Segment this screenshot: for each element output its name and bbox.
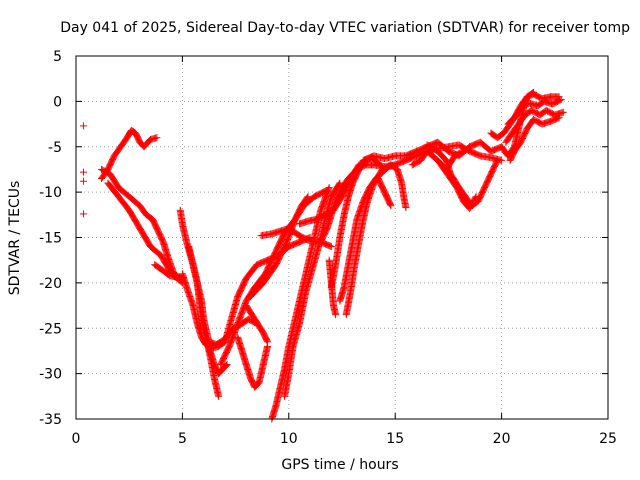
data-point bbox=[263, 337, 271, 345]
y-tick-label: -35 bbox=[39, 412, 62, 428]
y-tick-label: 0 bbox=[53, 94, 62, 110]
x-axis-tick-labels: 0 5 10 15 20 25 bbox=[72, 431, 617, 447]
x-tick-label: 20 bbox=[493, 431, 511, 447]
y-tick-label: -20 bbox=[39, 276, 62, 292]
data-point bbox=[79, 168, 87, 176]
data-point bbox=[304, 193, 312, 201]
chart-title: Day 041 of 2025, Sidereal Day-to-day VTE… bbox=[60, 20, 630, 36]
x-tick-label: 5 bbox=[178, 431, 187, 447]
y-tick-label: -5 bbox=[48, 140, 62, 156]
y-tick-label: -25 bbox=[39, 321, 62, 337]
data-point bbox=[79, 177, 87, 185]
data-point bbox=[325, 184, 333, 192]
data-point bbox=[223, 361, 231, 369]
y-axis-label: SDTVAR / TECUs bbox=[7, 181, 23, 296]
y-tick-label: -10 bbox=[39, 185, 62, 201]
data-point bbox=[221, 362, 229, 370]
x-tick-label: 25 bbox=[599, 431, 617, 447]
y-tick-label: -30 bbox=[39, 367, 62, 383]
data-point bbox=[327, 243, 335, 251]
data-points bbox=[79, 88, 567, 423]
data-point bbox=[222, 361, 230, 369]
x-tick-label: 15 bbox=[386, 431, 404, 447]
data-point bbox=[215, 392, 223, 400]
data-point bbox=[79, 122, 87, 130]
x-axis-label: GPS time / hours bbox=[281, 457, 398, 473]
x-tick-label: 0 bbox=[72, 431, 81, 447]
y-tick-label: 5 bbox=[53, 49, 62, 65]
data-point bbox=[303, 194, 311, 202]
grid-lines bbox=[76, 56, 608, 419]
data-point bbox=[264, 338, 272, 346]
data-point bbox=[79, 210, 87, 218]
y-axis-tick-labels: 5 0 -5 -10 -15 -20 -25 -30 -35 bbox=[39, 49, 62, 428]
x-tick-label: 10 bbox=[280, 431, 298, 447]
y-tick-label: -15 bbox=[39, 231, 62, 247]
data-point bbox=[326, 242, 334, 250]
data-point bbox=[153, 134, 161, 142]
